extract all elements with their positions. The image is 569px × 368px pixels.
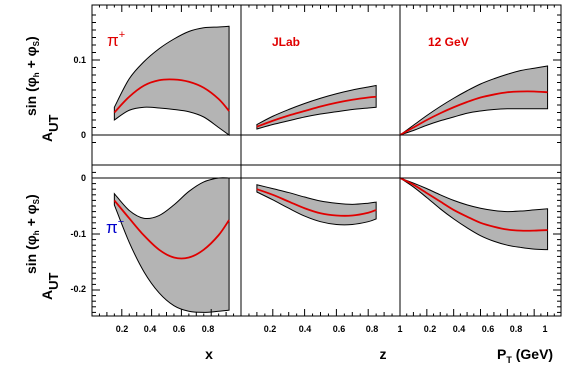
label-energy: 12 GeV [428, 35, 469, 49]
svg-text:AUT: AUT [39, 272, 61, 300]
xtick-pt-0.2: 0.2 [424, 324, 437, 334]
frame-bottom-row [91, 164, 562, 317]
xlabel-x: x [205, 346, 213, 362]
ylabel-bottom: AUT sin (φh + φS) [23, 194, 61, 300]
curve-pim-x [113, 199, 230, 260]
band-pim-z [256, 184, 377, 226]
xlabel-z: z [380, 346, 387, 362]
label-pi-minus: π− [106, 216, 124, 237]
xtick-pt-1a: 1 [397, 324, 402, 334]
central-curves [113, 78, 548, 260]
band-pim-pt [399, 177, 549, 251]
y-tick-marks [92, 14, 561, 313]
ytick-top-0: 0 [81, 130, 86, 140]
svg-text:AUT: AUT [39, 114, 61, 142]
xtick-pt-0.4: 0.4 [453, 324, 466, 334]
xtick-x-0.2: 0.2 [116, 324, 129, 334]
svg-text:sin (φh + φS): sin (φh + φS) [23, 36, 41, 116]
curve-pip-z [256, 95, 377, 128]
xtick-x-0.6: 0.6 [173, 324, 186, 334]
curve-pip-pt [399, 90, 548, 136]
xtick-pt-1b: 1 [542, 324, 547, 334]
xtick-z-0.2: 0.2 [264, 324, 277, 334]
xtick-z-0.8: 0.8 [366, 324, 379, 334]
ytick-bottom--0.2: -0.2 [70, 284, 86, 294]
uncertainty-bands [113, 25, 549, 313]
xlabel-pt: PT (GeV) [497, 346, 553, 365]
curve-pip-x [113, 78, 230, 114]
x-tick-marks [98, 5, 555, 316]
curve-pim-pt [399, 177, 548, 232]
band-pip-x [113, 25, 230, 136]
zero-lines [92, 134, 561, 179]
ytick-bottom-0: 0 [81, 173, 86, 183]
label-jlab: JLab [272, 35, 300, 49]
xtick-x-0.4: 0.4 [144, 324, 157, 334]
xtick-pt-0.6: 0.6 [482, 324, 495, 334]
ytick-bottom--0.1: -0.1 [70, 229, 86, 239]
ytick-top-0.1: 0.1 [73, 55, 86, 65]
xtick-z-0.6: 0.6 [333, 324, 346, 334]
band-pim-x [113, 177, 230, 313]
label-pi-plus: π+ [107, 29, 125, 50]
xtick-pt-0.8: 0.8 [510, 324, 523, 334]
xtick-x-0.8: 0.8 [202, 324, 215, 334]
ylabel-top: AUT sin (φh + φS) [23, 36, 61, 142]
curve-pim-z [256, 188, 377, 217]
svg-text:sin (φh + φS): sin (φh + φS) [23, 194, 41, 274]
xtick-z-0.4: 0.4 [299, 324, 312, 334]
